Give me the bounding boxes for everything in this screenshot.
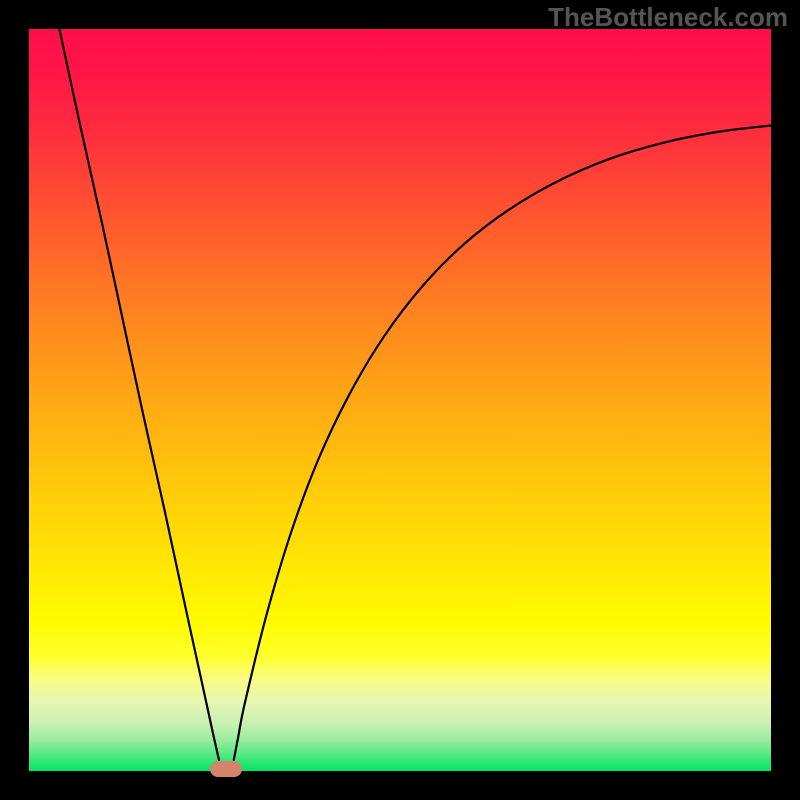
chart-container: TheBottleneck.com (0, 0, 800, 800)
bottleneck-curve (29, 29, 771, 771)
optimal-point-marker (210, 761, 242, 777)
plot-area (29, 29, 771, 771)
watermark-text: TheBottleneck.com (548, 2, 788, 33)
curve-left-branch (59, 29, 219, 760)
curve-right-branch (234, 125, 771, 759)
